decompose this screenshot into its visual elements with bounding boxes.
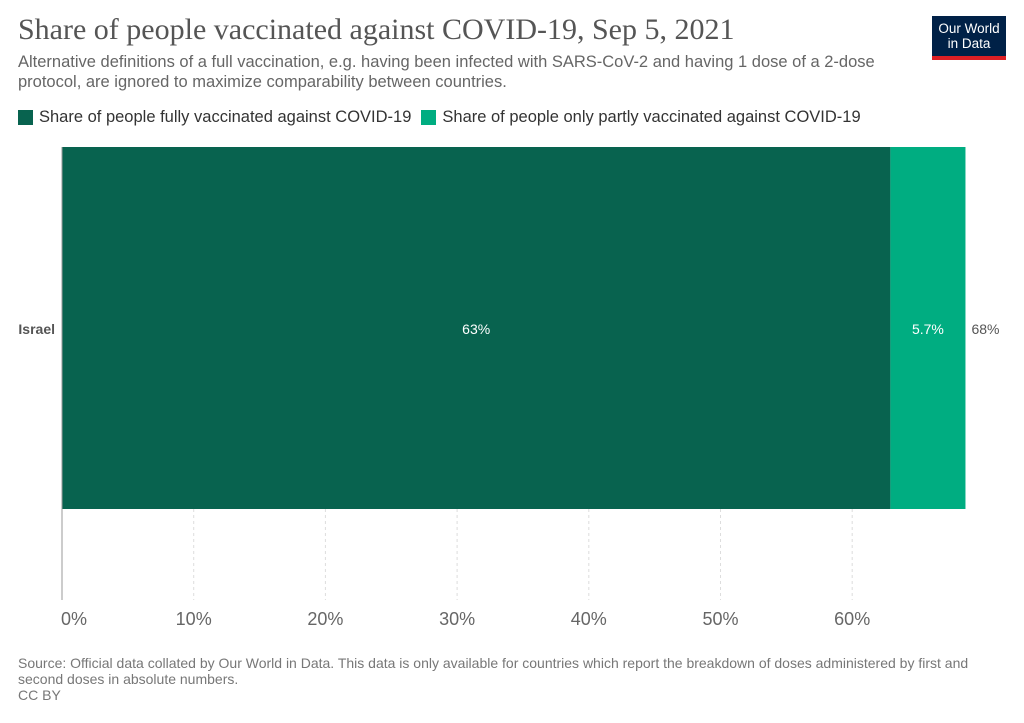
chart-legend: Share of people fully vaccinated against… (18, 108, 871, 127)
logo-line-2: in Data (947, 36, 991, 51)
x-tick-label: 60% (834, 609, 870, 629)
license-note: CC BY (18, 687, 61, 703)
owid-logo[interactable]: Our World in Data (932, 16, 1006, 60)
bar-data-label: 5.7% (912, 321, 944, 337)
legend-swatch-partly (421, 110, 437, 125)
chart-subtitle: Alternative definitions of a full vaccin… (18, 53, 875, 91)
legend-label-partly: Share of people only partly vaccinated a… (442, 108, 861, 126)
bar-total-label: 68% (971, 321, 999, 337)
x-tick-label: 10% (176, 609, 212, 629)
x-tick-label: 50% (702, 609, 738, 629)
category-label: Israel (18, 321, 55, 337)
legend-item-fully[interactable]: Share of people fully vaccinated against… (18, 108, 411, 127)
bar-data-label: 63% (462, 321, 490, 337)
chart-footer: Source: Official data collated by Our Wo… (18, 655, 1003, 703)
bar-segment (62, 147, 891, 509)
x-tick-label: 30% (439, 609, 475, 629)
legend-label-fully: Share of people fully vaccinated against… (39, 108, 412, 126)
x-tick-label: 20% (307, 609, 343, 629)
legend-swatch-fully (18, 110, 33, 125)
x-tick-label: 0% (61, 609, 87, 629)
x-tick-label: 40% (571, 609, 607, 629)
bar-segment (890, 147, 966, 509)
source-note: Source: Official data collated by Our Wo… (18, 655, 969, 687)
legend-item-partly[interactable]: Share of people only partly vaccinated a… (421, 108, 861, 127)
chart-title: Share of people vaccinated against COVID… (18, 13, 735, 46)
bar-chart: 0% 10% 20% 30% 40% 50% 60% 63% 5.7% 68% Israel (18, 147, 999, 629)
logo-line-1: Our World (938, 21, 1000, 36)
